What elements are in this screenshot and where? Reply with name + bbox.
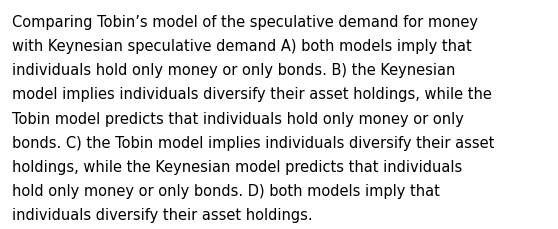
Text: Tobin model predicts that individuals hold only money or only: Tobin model predicts that individuals ho…: [12, 111, 464, 126]
Text: individuals diversify their asset holdings.: individuals diversify their asset holdin…: [12, 207, 313, 222]
Text: hold only money or only bonds. D) both models imply that: hold only money or only bonds. D) both m…: [12, 183, 440, 198]
Text: individuals hold only money or only bonds. B) the Keynesian: individuals hold only money or only bond…: [12, 63, 456, 78]
Text: holdings, while the Keynesian model predicts that individuals: holdings, while the Keynesian model pred…: [12, 159, 463, 174]
Text: with Keynesian speculative demand A) both models imply that: with Keynesian speculative demand A) bot…: [12, 39, 472, 54]
Text: bonds. C) the Tobin model implies individuals diversify their asset: bonds. C) the Tobin model implies indivi…: [12, 135, 494, 150]
Text: model implies individuals diversify their asset holdings, while the: model implies individuals diversify thei…: [12, 87, 492, 102]
Text: Comparing Tobin’s model of the speculative demand for money: Comparing Tobin’s model of the speculati…: [12, 15, 478, 30]
